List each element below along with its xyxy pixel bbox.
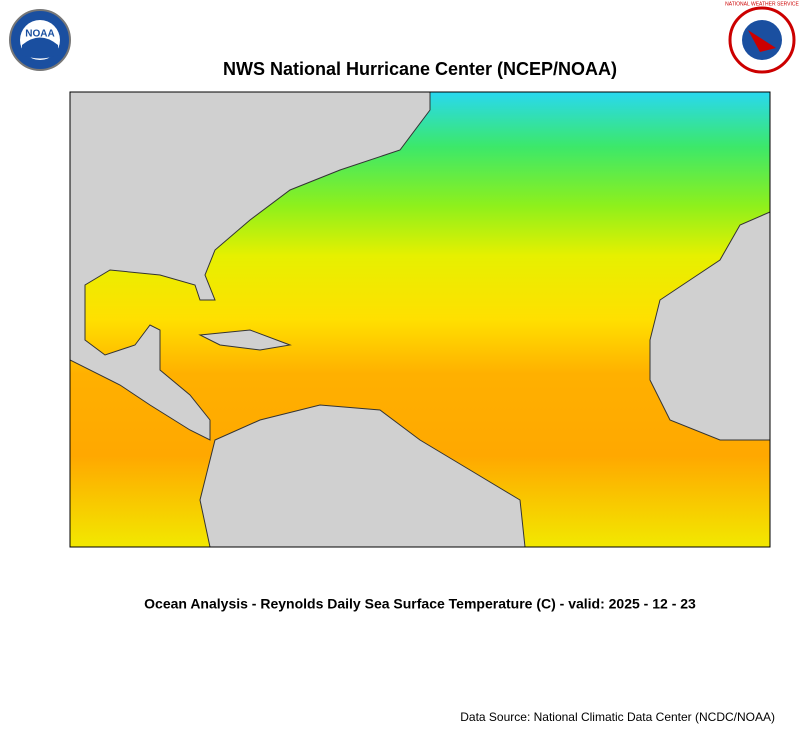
map-frame: [69, 91, 771, 548]
source: Data Source: National Climatic Data Cent…: [460, 710, 775, 724]
land: [69, 91, 431, 441]
title: NWS National Hurricane Center (NCEP/NOAA…: [223, 59, 617, 79]
land: [198, 329, 292, 351]
land: [649, 211, 771, 441]
caption: Ocean Analysis - Reynolds Daily Sea Surf…: [144, 596, 696, 612]
map: [69, 91, 771, 548]
nws-logo: NATIONAL WEATHER SERVICE: [725, 1, 800, 74]
land: [199, 404, 526, 548]
noaa-logo: NOAA: [9, 9, 71, 71]
logo-text: NOAA: [25, 29, 54, 40]
logo-text: NATIONAL WEATHER SERVICE: [725, 1, 799, 7]
